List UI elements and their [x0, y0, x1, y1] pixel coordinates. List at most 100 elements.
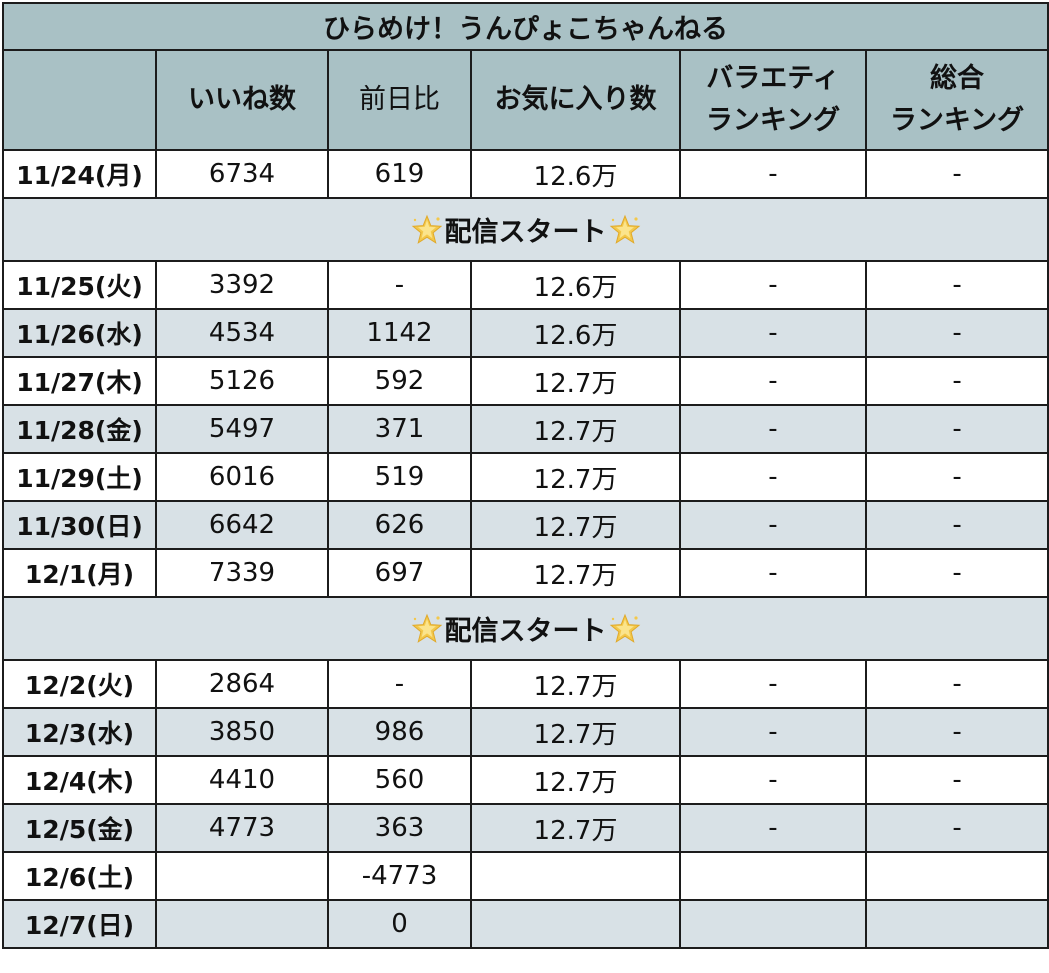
header-overall-rank: 総合 ランキング	[864, 49, 1049, 151]
header-row: いいね数 前日比 お気に入り数 バラエティ ランキング 総合 ランキング	[2, 49, 1049, 151]
separator-row: 配信スタート	[1, 197, 1049, 262]
likes-cell: 5497	[155, 404, 329, 454]
variety-rank-cell: -	[679, 500, 867, 550]
favorites-cell: 12.7万	[470, 452, 681, 502]
overall-rank-cell: -	[864, 356, 1049, 406]
date-cell: 12/5(金)	[2, 803, 157, 853]
diff-cell: 697	[327, 548, 472, 598]
table-row: 12/3(水) 3850 986 12.7万 - -	[2, 707, 1049, 757]
likes-cell: 6016	[155, 452, 329, 502]
variety-rank-cell: -	[679, 149, 867, 199]
variety-rank-cell: -	[679, 755, 867, 805]
favorites-cell: 12.7万	[470, 356, 681, 406]
likes-cell: 3850	[155, 707, 329, 757]
header-favorites: お気に入り数	[470, 49, 681, 151]
header-likes-label: いいね数	[188, 84, 296, 115]
favorites-cell: 12.6万	[470, 260, 681, 310]
overall-rank-cell	[864, 851, 1049, 901]
diff-cell: 363	[327, 803, 472, 853]
likes-cell: 6642	[155, 500, 329, 550]
date-cell: 11/29(土)	[2, 452, 157, 502]
diff-cell: 619	[327, 149, 472, 199]
header-likes: いいね数	[155, 49, 329, 151]
header-diff-label: 前日比	[359, 84, 440, 115]
date-cell: 12/1(月)	[2, 548, 157, 598]
table-row: 12/4(木) 4410 560 12.7万 - -	[2, 755, 1049, 805]
date-cell: 12/7(日)	[2, 899, 157, 949]
diff-cell: 371	[327, 404, 472, 454]
table-row: 12/6(土) -4773	[2, 851, 1049, 901]
table-row: 11/30(日) 6642 626 12.7万 - -	[2, 500, 1049, 550]
date-cell: 12/3(水)	[2, 707, 157, 757]
variety-rank-cell	[679, 851, 867, 901]
variety-rank-cell: -	[679, 404, 867, 454]
header-favorites-label: お気に入り数	[494, 84, 657, 115]
sparkle-star-icon	[609, 613, 640, 643]
table-row: 11/25(火) 3392-12.6万 - -	[2, 260, 1049, 310]
variety-rank-cell	[679, 899, 867, 949]
separator-row: 配信スタート	[1, 596, 1049, 661]
overall-rank-cell: -	[864, 452, 1049, 502]
favorites-cell: 12.7万	[470, 707, 681, 757]
favorites-cell: 12.7万	[470, 404, 681, 454]
variety-rank-cell: -	[679, 356, 867, 406]
stats-table: ひらめけ！うんぴょこちゃんねる いいね数 前日比 お気に入り数 バラエティランキ…	[1, 2, 1049, 949]
date-cell: 11/26(水)	[2, 308, 157, 358]
likes-cell: 4410	[155, 755, 329, 805]
likes-cell	[155, 851, 329, 901]
overall-rank-cell: -	[864, 260, 1049, 310]
header-overall-line2: ランキング	[889, 105, 1025, 136]
date-cell: 12/2(火)	[2, 659, 157, 709]
variety-rank-cell: -	[679, 548, 867, 598]
variety-rank-cell: -	[679, 260, 867, 310]
variety-rank-cell: -	[679, 659, 867, 709]
date-cell: 12/4(木)	[2, 755, 157, 805]
date-cell: 11/28(金)	[2, 404, 157, 454]
table-row: 11/29(土) 6016 519 12.7万 - -	[2, 452, 1049, 502]
likes-cell: 4534	[155, 308, 329, 358]
diff-cell: 626	[327, 500, 472, 550]
separator-cell: 配信スタート	[1, 197, 1049, 262]
overall-rank-cell: -	[864, 548, 1049, 598]
table-title: ひらめけ！うんぴょこちゃんねる	[1, 2, 1049, 51]
table-row: 12/1(月) 7339 697 12.7万 - -	[2, 548, 1049, 598]
diff-cell: -	[327, 659, 472, 709]
favorites-cell: 12.6万	[470, 149, 681, 199]
favorites-cell: 12.7万	[470, 755, 681, 805]
sparkle-star-icon	[411, 214, 442, 244]
likes-cell: 7339	[155, 548, 329, 598]
variety-rank-cell: -	[679, 308, 867, 358]
table-row: 11/26(水) 4534 1142 12.6万 - -	[2, 308, 1049, 358]
diff-cell: 560	[327, 755, 472, 805]
overall-rank-cell: -	[864, 659, 1049, 709]
sparkle-star-icon	[609, 214, 640, 244]
date-cell: 12/6(土)	[2, 851, 157, 901]
overall-rank-cell: -	[864, 707, 1049, 757]
favorites-cell	[470, 899, 681, 949]
overall-rank-cell: -	[864, 803, 1049, 853]
overall-rank-cell: -	[864, 500, 1049, 550]
favorites-cell: 12.7万	[470, 803, 681, 853]
table-row: 12/5(金) 4773 363 12.7万 - -	[2, 803, 1049, 853]
header-variety-line1: バラエティ	[706, 63, 840, 94]
favorites-cell: 12.6万	[470, 308, 681, 358]
table-body: 11/24(月) 6734 619 12.6万 - - 配信スタート 11/25(火) 3392…	[1, 149, 1049, 949]
diff-cell: -	[327, 260, 472, 310]
favorites-cell: 12.7万	[470, 659, 681, 709]
variety-rank-cell: -	[679, 452, 867, 502]
diff-cell: 592	[327, 356, 472, 406]
separator-label: 配信スタート	[444, 217, 607, 248]
likes-cell: 2864	[155, 659, 329, 709]
diff-cell: 986	[327, 707, 472, 757]
favorites-cell: 12.7万	[470, 500, 681, 550]
separator-label: 配信スタート	[444, 616, 607, 647]
sparkle-star-icon	[411, 613, 442, 643]
overall-rank-cell: -	[864, 755, 1049, 805]
separator-cell: 配信スタート	[1, 596, 1049, 661]
table-row: 12/2(火) 2864-12.7万 - -	[2, 659, 1049, 709]
likes-cell: 5126	[155, 356, 329, 406]
title-row: ひらめけ！うんぴょこちゃんねる	[1, 2, 1049, 51]
overall-rank-cell	[864, 899, 1049, 949]
header-overall-line1: 総合	[930, 63, 985, 94]
date-cell: 11/24(月)	[2, 149, 157, 199]
